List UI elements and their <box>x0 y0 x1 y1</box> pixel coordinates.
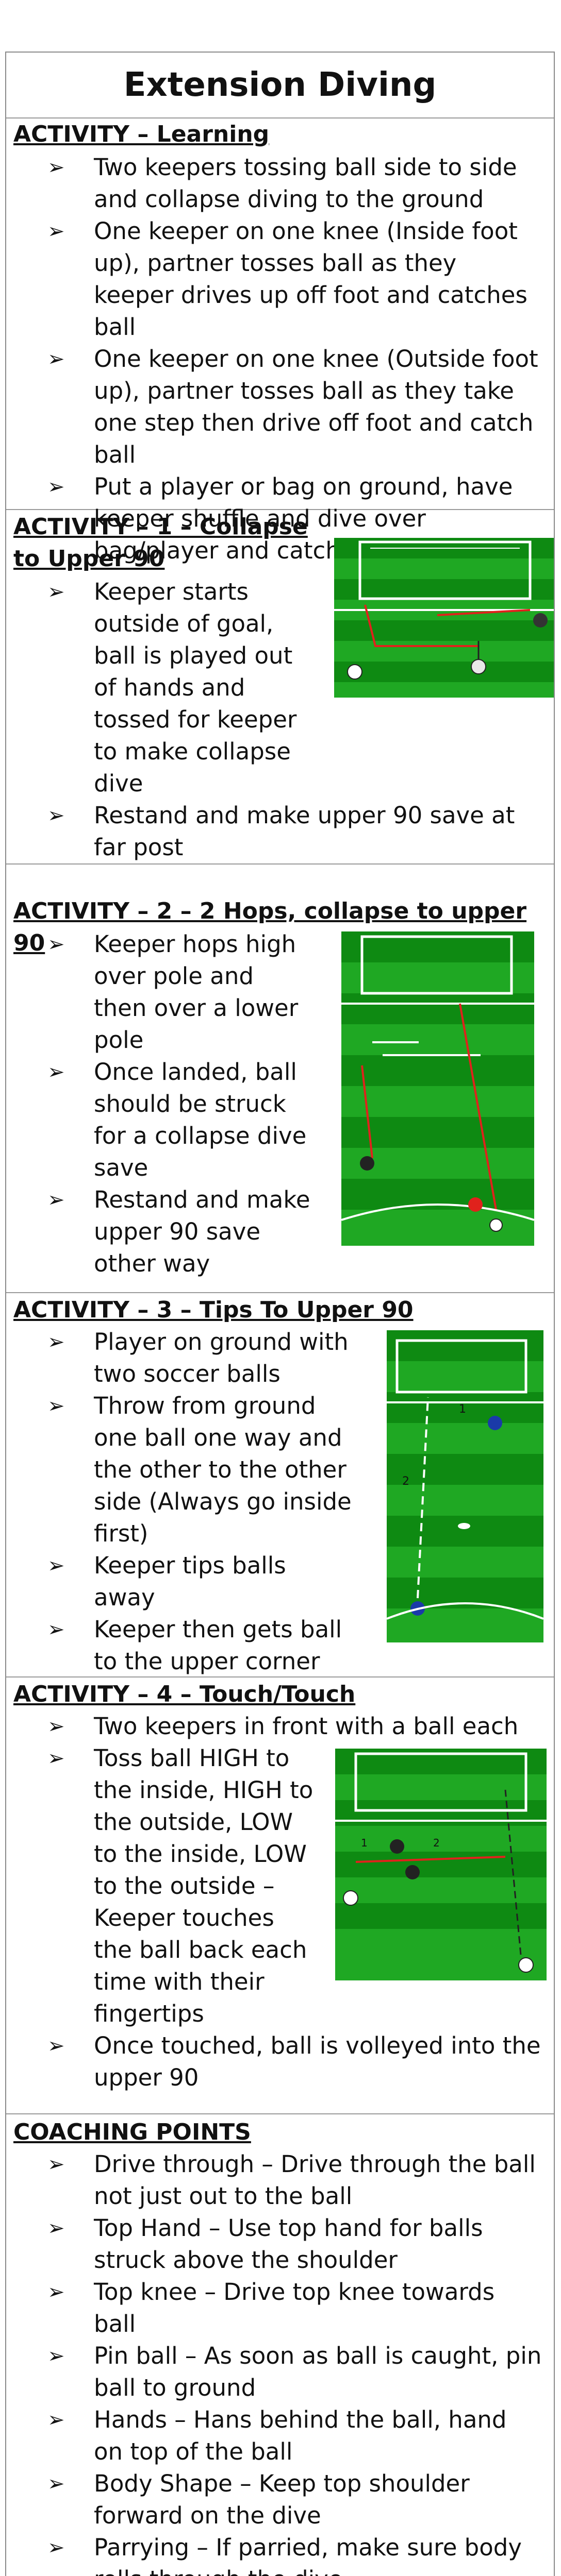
list-item: Two keepers tossing ball side to side an… <box>6 151 542 215</box>
bullet-list: Two keepers in front with a ball each To… <box>6 1710 542 2094</box>
bullet-list: Keeper starts outside of goal, ball is p… <box>6 576 542 863</box>
bullet-list: Player on ground with two soccer balls T… <box>6 1326 352 1677</box>
list-item: Player on ground with two soccer balls <box>6 1326 352 1390</box>
list-item: Top knee – Drive top knee towards ball <box>6 2276 542 2340</box>
drill-diagram-1 <box>334 538 554 698</box>
diagram-label: 2 <box>433 1837 440 1849</box>
list-item: Keeper then gets ball to the upper corne… <box>6 1614 352 1677</box>
title-row: Extension Diving <box>6 53 554 118</box>
list-item: Two keepers in front with a ball each <box>6 1710 542 1742</box>
list-item: Keeper hops high over pole and then over… <box>6 928 310 1056</box>
section-heading: ACTIVITY – 1 – Collapse to Upper 90 <box>13 514 308 572</box>
drill-diagram-2 <box>341 931 534 1246</box>
section-activity-3: ACTIVITY – 3 – Tips To Upper 90 Player o… <box>6 1293 554 1677</box>
list-item: One keeper on one knee (Outside foot up)… <box>6 343 542 471</box>
list-item: Pin ball – As soon as ball is caught, pi… <box>6 2340 542 2404</box>
list-item: Once landed, ball should be struck for a… <box>6 1056 310 1184</box>
page-title: Extension Diving <box>123 66 437 104</box>
section-activity-4: ACTIVITY – 4 – Touch/Touch Two keepers i… <box>6 1677 554 2114</box>
drill-diagram-3: 1 2 <box>387 1330 543 1642</box>
list-item: Keeper starts outside of goal, ball is p… <box>6 576 321 800</box>
bullet-list: Drive through – Drive through the ball n… <box>6 2148 542 2576</box>
section-activity-2: ACTIVITY – 2 – 2 Hops, collapse to upper… <box>6 865 554 1293</box>
list-item: Once touched, ball is volleyed into the … <box>6 2030 542 2094</box>
list-item: Top Hand – Use top hand for balls struck… <box>6 2212 542 2276</box>
diagram-label: 2 <box>402 1475 409 1488</box>
drill-diagram-4: 1 2 <box>335 1749 547 1980</box>
list-item: One keeper on one knee (Inside foot up),… <box>6 215 542 343</box>
bullet-list: Keeper hops high over pole and then over… <box>6 928 310 1280</box>
list-item: Toss ball HIGH to the inside, HIGH to th… <box>6 1742 316 2030</box>
section-heading: ACTIVITY – 3 – Tips To Upper 90 <box>13 1297 414 1323</box>
section-coaching-points: COACHING POINTS Drive through – Drive th… <box>6 2114 554 2576</box>
list-item: Hands – Hans behind the ball, hand on to… <box>6 2404 542 2468</box>
diagram-label: 1 <box>459 1403 466 1416</box>
section-heading: ACTIVITY – 4 – Touch/Touch <box>13 1681 356 1707</box>
section-activity-1: ACTIVITY – 1 – Collapse to Upper 90 Keep… <box>6 510 554 865</box>
list-item: Drive through – Drive through the ball n… <box>6 2148 542 2212</box>
list-item: Restand and make upper 90 save other way <box>6 1184 310 1280</box>
section-learning: ACTIVITY – Learning Two keepers tossing … <box>6 118 554 564</box>
diagram-label: 1 <box>361 1837 368 1849</box>
list-item: Restand and make upper 90 save at far po… <box>6 800 542 863</box>
list-item: Throw from ground one ball one way and t… <box>6 1390 352 1550</box>
section-heading: COACHING POINTS <box>13 2119 251 2145</box>
session-plan-table: Extension Diving ACTIVITY – Learning Two… <box>5 52 555 2576</box>
section-heading: ACTIVITY – Learning <box>13 121 270 147</box>
list-item: Parrying – If parried, make sure body ro… <box>6 2532 542 2576</box>
list-item: Body Shape – Keep top shoulder forward o… <box>6 2468 542 2532</box>
bullet-list: Two keepers tossing ball side to side an… <box>6 151 542 567</box>
list-item: Keeper tips balls away <box>6 1550 352 1614</box>
